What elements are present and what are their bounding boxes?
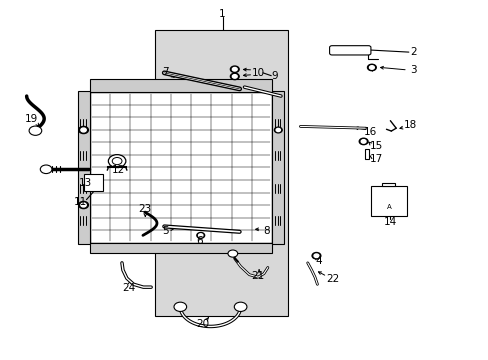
Circle shape — [274, 127, 282, 133]
Bar — [90, 79, 272, 93]
Circle shape — [40, 165, 52, 174]
Text: 7: 7 — [162, 67, 169, 77]
Text: 4: 4 — [314, 256, 321, 266]
Circle shape — [232, 67, 237, 71]
Text: 15: 15 — [369, 141, 383, 151]
Text: 17: 17 — [369, 154, 383, 163]
Text: 11: 11 — [73, 197, 86, 207]
Circle shape — [367, 64, 375, 71]
Circle shape — [227, 250, 237, 257]
Text: 8: 8 — [263, 226, 269, 236]
Circle shape — [81, 128, 86, 132]
Text: 10: 10 — [251, 68, 264, 78]
Bar — [84, 174, 102, 192]
Circle shape — [108, 155, 125, 167]
Circle shape — [311, 252, 320, 259]
Circle shape — [276, 129, 280, 131]
Circle shape — [79, 202, 88, 208]
Bar — [78, 91, 90, 244]
Text: 1: 1 — [219, 9, 225, 19]
Text: 21: 21 — [251, 271, 264, 281]
Circle shape — [79, 126, 88, 134]
Text: 6: 6 — [196, 236, 203, 246]
Circle shape — [29, 126, 41, 135]
Bar — [272, 91, 284, 244]
Text: 13: 13 — [78, 178, 91, 188]
Text: A: A — [386, 204, 391, 210]
Text: 5: 5 — [162, 226, 169, 236]
FancyBboxPatch shape — [329, 46, 370, 55]
Circle shape — [230, 66, 239, 72]
Text: 20: 20 — [196, 319, 209, 329]
Bar — [370, 186, 407, 216]
Text: 9: 9 — [271, 71, 277, 81]
Bar — [90, 93, 272, 243]
Bar — [381, 183, 394, 186]
Bar — [154, 30, 287, 316]
Circle shape — [230, 73, 239, 80]
Text: 14: 14 — [383, 217, 396, 227]
Text: 2: 2 — [409, 47, 416, 57]
Text: 19: 19 — [25, 113, 38, 123]
Circle shape — [232, 75, 237, 78]
Circle shape — [313, 254, 318, 257]
Text: 24: 24 — [122, 283, 135, 293]
Text: 16: 16 — [364, 127, 377, 138]
Circle shape — [234, 302, 246, 311]
Text: 3: 3 — [409, 65, 416, 75]
Text: 18: 18 — [404, 120, 417, 130]
Bar — [90, 243, 272, 252]
Text: 12: 12 — [111, 165, 124, 175]
Circle shape — [112, 157, 122, 165]
Circle shape — [174, 302, 186, 311]
Bar — [365, 149, 369, 159]
Circle shape — [81, 203, 86, 207]
Circle shape — [359, 138, 367, 145]
Text: 23: 23 — [138, 204, 151, 214]
Circle shape — [361, 140, 366, 143]
Text: 22: 22 — [325, 274, 339, 284]
Circle shape — [198, 234, 203, 237]
Circle shape — [369, 66, 373, 69]
Circle shape — [197, 233, 204, 238]
